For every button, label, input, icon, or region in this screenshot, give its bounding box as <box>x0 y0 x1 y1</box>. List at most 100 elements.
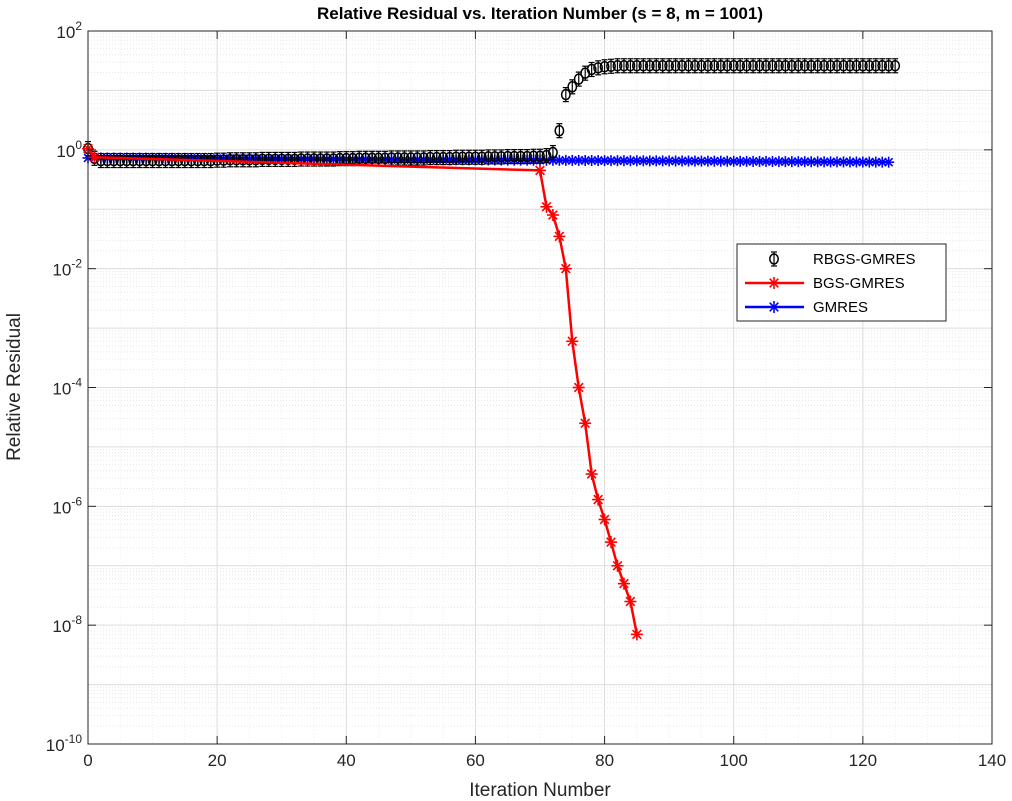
bgs-gmres-marker <box>617 577 630 590</box>
y-tick-label: 10-4 <box>52 376 82 399</box>
legend: RBGS-GMRES BGS-GMRES GMRES <box>736 243 947 322</box>
rbgs-gmres-marker <box>793 58 804 74</box>
rbgs-gmres-marker <box>664 58 675 74</box>
rbgs-gmres-marker <box>496 149 507 165</box>
rbgs-gmres-marker <box>870 58 881 74</box>
gmres-marker <box>695 155 707 167</box>
rbgs-gmres-marker <box>522 148 533 165</box>
y-tick-label: 10-8 <box>52 613 82 636</box>
bgs-gmres-marker <box>559 262 572 275</box>
rbgs-gmres-marker <box>108 152 119 169</box>
rbgs-gmres-marker <box>444 150 455 166</box>
x-tick-label: 20 <box>208 751 227 770</box>
rbgs-gmres-marker <box>857 58 868 74</box>
rbgs-gmres-marker <box>580 65 591 81</box>
rbgs-gmres-marker <box>696 58 707 74</box>
rbgs-gmres-marker <box>263 151 274 168</box>
rbgs-gmres-marker <box>405 150 416 166</box>
bgs-gmres-line <box>86 147 639 635</box>
x-tick-label: 0 <box>83 751 92 770</box>
rbgs-gmres-marker <box>121 152 132 169</box>
bgs-gmres-marker <box>630 628 643 641</box>
legend-item-bgs-gmres: BGS-GMRES <box>745 275 905 292</box>
rbgs-gmres-marker <box>567 79 578 95</box>
gmres-marker <box>857 156 869 168</box>
rbgs-gmres-marker <box>799 58 810 74</box>
bgs-gmres-marker <box>572 381 585 394</box>
gmres-marker <box>586 155 598 167</box>
rbgs-gmres-marker <box>786 58 797 74</box>
rbgs-gmres-marker <box>864 58 875 74</box>
legend-label: GMRES <box>813 299 868 316</box>
rbgs-gmres-marker <box>612 58 623 74</box>
rbgs-gmres-marker <box>890 58 901 74</box>
gmres-marker <box>786 156 798 168</box>
rbgs-gmres-marker <box>470 149 481 165</box>
y-tick-label: 10-6 <box>52 494 82 517</box>
rbgs-gmres-marker <box>464 149 474 165</box>
grid <box>88 30 992 745</box>
rbgs-gmres-marker <box>741 58 752 74</box>
bgs-gmres-marker <box>592 493 605 506</box>
rbgs-gmres-marker <box>528 148 539 164</box>
gmres-marker <box>741 155 753 167</box>
bgs-gmres-marker <box>540 200 553 213</box>
rbgs-gmres-marker <box>502 148 513 165</box>
rbgs-gmres-marker <box>412 150 423 166</box>
gmres-marker <box>825 156 837 168</box>
gmres-marker <box>721 155 733 167</box>
rbgs-gmres-marker <box>599 59 610 75</box>
bgs-gmres-marker <box>611 559 624 572</box>
x-tick-label: 60 <box>466 751 485 770</box>
rbgs-gmres-marker <box>618 58 629 74</box>
bgs-gmres-marker <box>605 536 618 549</box>
rbgs-gmres-marker <box>631 58 642 74</box>
rbgs-gmres-marker <box>250 152 261 168</box>
x-tick-label: 120 <box>849 751 877 770</box>
legend-item-rbgs-gmres: RBGS-GMRES <box>769 251 916 268</box>
rbgs-gmres-marker <box>638 58 649 74</box>
rbgs-gmres-marker <box>238 152 248 168</box>
rbgs-gmres-marker <box>360 150 371 166</box>
rbgs-gmres-marker <box>399 150 410 166</box>
bgs-gmres-marker <box>579 417 592 430</box>
rbgs-gmres-marker <box>257 151 268 168</box>
rbgs-gmres-marker <box>773 58 784 74</box>
bgs-gmres-marker <box>598 513 611 526</box>
rbgs-gmres-marker <box>838 58 849 74</box>
rbgs-gmres-marker <box>877 58 888 74</box>
rbgs-gmres-marker <box>825 58 836 74</box>
rbgs-gmres-marker <box>476 149 487 165</box>
legend-marker <box>768 301 780 313</box>
rbgs-gmres-marker <box>489 149 500 165</box>
rbgs-gmres-marker <box>844 58 855 74</box>
legend-label: RBGS-GMRES <box>813 251 916 268</box>
gmres-marker <box>754 155 766 167</box>
rbgs-gmres-marker <box>728 58 739 74</box>
legend-marker <box>768 277 780 289</box>
rbgs-gmres-marker <box>683 58 694 74</box>
gmres-marker <box>883 156 895 168</box>
rbgs-gmres-marker <box>134 152 145 169</box>
gmres-marker <box>683 155 695 167</box>
rbgs-gmres-marker <box>754 58 765 74</box>
rbgs-gmres-marker <box>709 58 720 74</box>
rbgs-gmres-marker <box>554 123 565 139</box>
bgs-gmres-marker <box>585 468 598 481</box>
y-tick-label: 10-10 <box>46 732 83 755</box>
rbgs-gmres-marker <box>457 149 468 165</box>
legend-item-gmres: GMRES <box>745 299 868 316</box>
rbgs-gmres-marker <box>883 58 894 74</box>
rbgs-gmres-marker <box>651 58 662 74</box>
rbgs-gmres-marker <box>832 58 842 74</box>
rbgs-gmres-marker <box>657 58 668 74</box>
gmres-marker <box>605 155 617 167</box>
rbgs-gmres-marker <box>715 58 726 74</box>
rbgs-gmres-marker <box>702 58 713 74</box>
gmres-marker <box>805 156 817 168</box>
gmres-marker <box>850 156 862 168</box>
rbgs-gmres-marker <box>625 58 636 74</box>
rbgs-gmres-marker <box>270 151 281 168</box>
rbgs-gmres-marker <box>761 58 771 74</box>
rbgs-gmres-marker <box>690 58 700 74</box>
